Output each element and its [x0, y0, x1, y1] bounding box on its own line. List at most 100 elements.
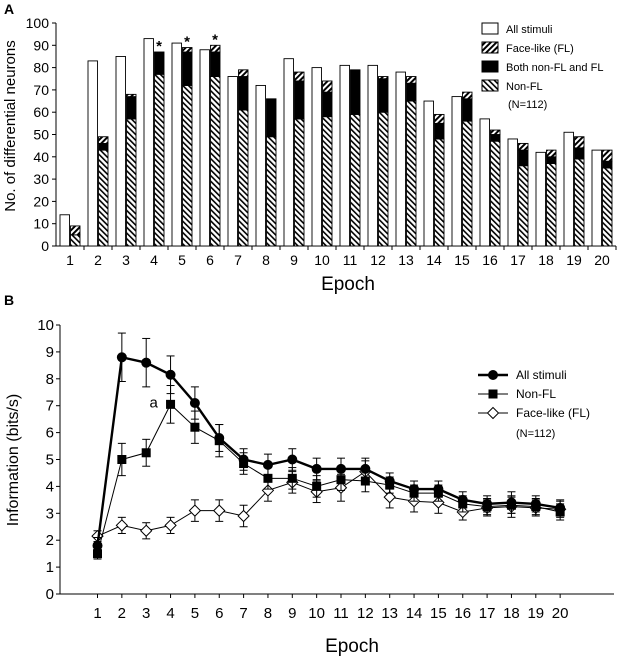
bar-face-like	[126, 93, 137, 98]
data-point-face-like-fl	[188, 504, 202, 517]
data-point-non-fl	[287, 473, 297, 483]
bar-non-fl	[182, 84, 193, 247]
panel-a-x-tick-label: 12	[370, 252, 386, 268]
data-point-all-stimuli	[360, 463, 371, 474]
bar-all-stimuli	[339, 64, 350, 247]
bar-non-fl	[126, 118, 137, 247]
bar-both	[126, 96, 137, 120]
bar-non-fl	[434, 138, 445, 247]
panel-a-y-tick-label: 0	[41, 238, 49, 254]
panel-a-x-tick-label: 6	[206, 252, 214, 268]
significance-asterisk: *	[156, 38, 162, 55]
data-point-all-stimuli	[287, 454, 298, 465]
panel-a-x-tick-label: 19	[566, 252, 582, 268]
panel-a-bars: * * *	[59, 31, 613, 247]
panel-a-x-tick-label: 11	[343, 252, 358, 268]
panel-b-series	[91, 332, 567, 560]
panel-b-x-tick-label: 13	[381, 605, 398, 622]
bar-face-like	[406, 76, 417, 84]
legend-marker-non-fl	[488, 389, 498, 399]
panel-b-y-tick-label: 1	[46, 559, 54, 576]
panel-b-x-tick-label: 12	[357, 605, 374, 622]
data-point-face-like-fl	[115, 519, 129, 532]
bar-face-like	[462, 91, 473, 100]
panel-a-y-tick-label: 80	[33, 60, 49, 76]
panel-a-x-tick-label: 16	[482, 252, 498, 268]
bar-all-stimuli	[143, 38, 154, 247]
bar-both	[238, 76, 249, 111]
bar-all-stimuli	[199, 49, 210, 247]
panel-a-y-axis-label: No. of differential neurons	[2, 40, 19, 212]
data-point-all-stimuli	[165, 369, 176, 380]
bar-non-fl	[210, 76, 221, 247]
bar-all-stimuli	[87, 60, 98, 247]
bar-face-like	[378, 76, 389, 80]
panel-a-y-tick-label: 100	[26, 15, 50, 31]
panel-a-x-tick-label: 10	[314, 252, 330, 268]
bar-non-fl	[322, 116, 333, 247]
panel-a-x-tick-label: 14	[426, 252, 442, 268]
bar-non-fl	[350, 113, 361, 247]
legend-label-n: (N=112)	[516, 428, 555, 440]
data-point-all-stimuli	[433, 484, 444, 495]
data-point-all-stimuli	[482, 498, 493, 509]
panel-a-y-tick-label: 90	[33, 37, 49, 53]
panel-b-label: B	[4, 292, 14, 308]
data-point-all-stimuli	[409, 484, 420, 495]
bar-all-stimuli	[395, 71, 406, 247]
panel-b-y-tick-label: 5	[46, 452, 54, 469]
bar-non-fl	[378, 111, 389, 247]
panel-b-x-tick-label: 16	[454, 605, 471, 622]
legend-marker-face-like	[486, 406, 500, 420]
data-point-all-stimuli	[262, 459, 273, 470]
bar-both	[546, 156, 557, 164]
panel-b-y-tick-label: 8	[46, 371, 54, 388]
bar-all-stimuli	[283, 58, 294, 247]
panel-a-x-tick-label: 3	[122, 252, 130, 268]
bar-non-fl	[70, 234, 81, 247]
panel-b-y-tick-label: 2	[46, 532, 54, 549]
panel-a-x-tick-label: 2	[94, 252, 102, 268]
bar-both	[378, 78, 389, 113]
panel-a-y-tick-label: 40	[33, 149, 49, 165]
panel-b-x-tick-label: 3	[142, 605, 150, 622]
panel-b-x-tick-label: 1	[93, 605, 101, 622]
data-point-non-fl	[166, 399, 176, 409]
legend-label-non-fl: Non-FL	[506, 81, 543, 93]
bar-both	[210, 51, 221, 77]
panel-b-y-tick-label: 9	[46, 344, 54, 361]
data-point-all-stimuli	[336, 463, 346, 474]
panel-b-y-tick-label: 6	[46, 425, 54, 442]
series-line-non-fl	[97, 403, 561, 554]
panel-a-x-tick-label: 4	[150, 252, 158, 268]
data-point-all-stimuli	[555, 502, 566, 513]
legend-label-both: Both non-FL and FL	[506, 62, 603, 74]
data-point-non-fl	[312, 481, 322, 491]
panel-b-x-tick-label: 14	[406, 605, 423, 622]
panel-a-x-tick-label: 1	[66, 252, 74, 268]
bar-face-like	[546, 149, 557, 158]
bar-both	[406, 82, 417, 102]
panel-b-y-tick-label: 10	[37, 317, 54, 334]
bar-all-stimuli	[591, 149, 602, 247]
data-point-non-fl	[141, 448, 151, 458]
panel-b-x-tick-label: 6	[215, 605, 223, 622]
legend-label-all-stimuli: All stimuli	[506, 24, 552, 36]
panel-a-x-tick-label: 18	[538, 252, 554, 268]
panel-b-x-tick-label: 9	[288, 605, 296, 622]
bar-all-stimuli	[311, 67, 322, 247]
bar-face-like	[602, 149, 613, 162]
bar-both	[98, 142, 109, 151]
data-point-non-fl	[360, 476, 370, 486]
panel-b-x-tick-label: 15	[430, 605, 447, 622]
data-point-non-fl	[263, 473, 273, 483]
legend-swatch-both	[481, 60, 499, 73]
panel-a-x-tick-label: 8	[262, 252, 270, 268]
panel-a-y-tick-label: 20	[33, 193, 49, 209]
panel-b-x-tick-label: 8	[264, 605, 272, 622]
data-point-face-like-fl	[139, 524, 153, 537]
bar-both	[574, 147, 585, 160]
bar-face-like	[70, 225, 81, 236]
bar-all-stimuli	[171, 42, 182, 247]
